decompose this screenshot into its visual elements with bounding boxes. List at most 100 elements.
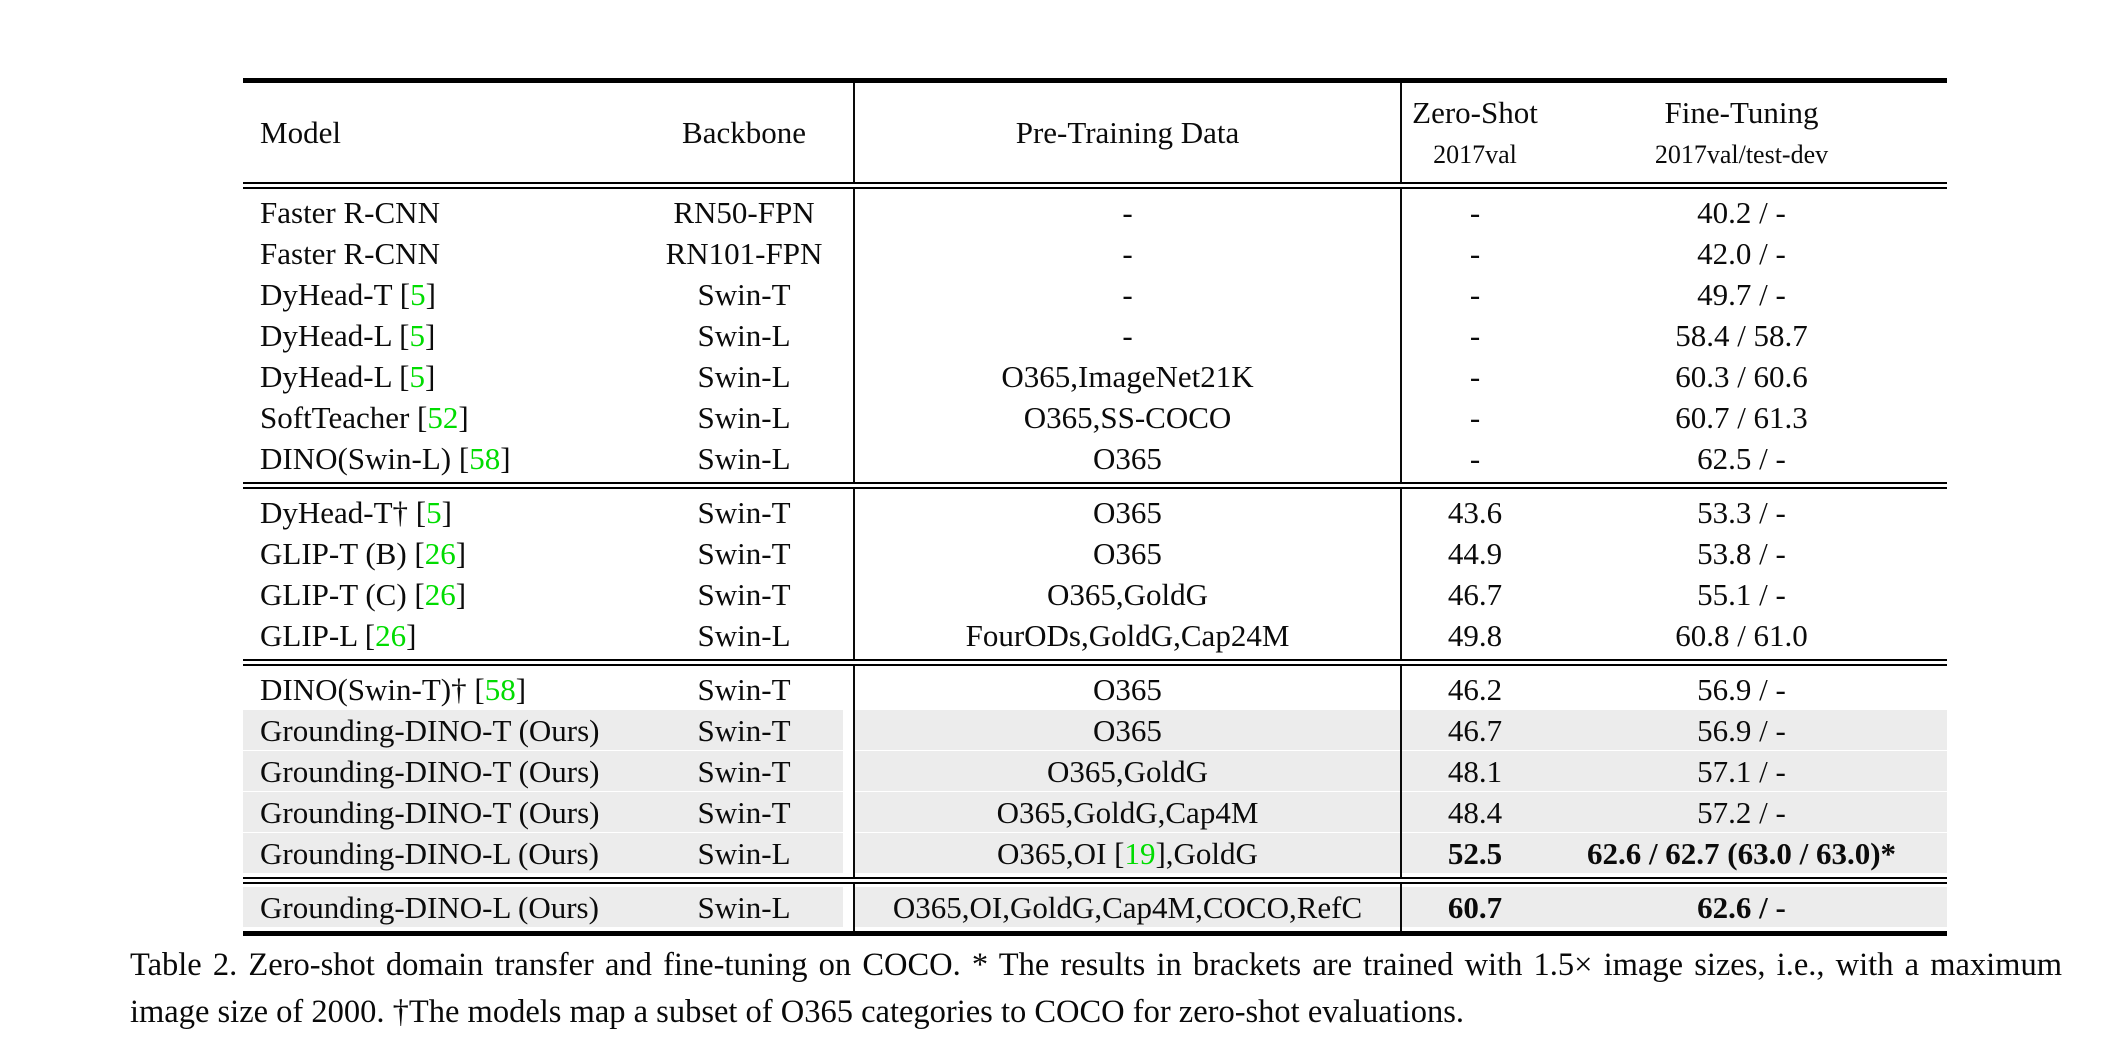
table-row: GLIP-T (C) [26] Swin-T O365,GoldG 46.7 55.1 … — [243, 574, 1947, 615]
backbone-cell: Swin-L — [633, 833, 855, 874]
finetune-cell: 56.9 / - — [1550, 710, 1947, 751]
zeroshot-cell: 52.5 — [1400, 833, 1550, 874]
citation-number: 58 — [484, 671, 516, 707]
model-cell: Grounding-DINO-T (Ours) — [243, 751, 633, 792]
column-divider-pretrain-zeroshot — [1400, 83, 1402, 182]
table-caption: Table 2. Zero-shot domain transfer and f… — [130, 947, 2062, 1030]
column-divider-pretrain-zeroshot — [1400, 666, 1402, 877]
section-separator-rule — [243, 659, 1947, 666]
zeroshot-cell: 43.6 — [1447, 494, 1503, 530]
pretrain-cell: O365 — [1093, 671, 1162, 707]
backbone-cell: RN50-FPN — [673, 194, 815, 230]
zeroshot-cell: - — [1469, 194, 1481, 230]
backbone-cell: Swin-T — [697, 576, 791, 612]
table-row: Grounding-DINO-L (Ours) Swin-L O365,OI,Gol… — [243, 887, 1947, 928]
zeroshot-cell: - — [1469, 440, 1481, 476]
backbone-cell: Swin-L — [697, 440, 791, 476]
backbone-cell: Swin-L — [697, 317, 791, 353]
column-divider-pretrain-zeroshot — [1400, 884, 1402, 931]
column-divider-backbone-pretrain — [853, 189, 855, 482]
citation-number: 58 — [469, 440, 501, 476]
table-section-3: DINO(Swin-T)† [58] Swin-T O365 46.2 56.9 / -… — [243, 666, 1947, 877]
backbone-cell: Swin-L — [633, 887, 855, 928]
model-cell: GLIP-L [26] — [260, 617, 417, 653]
header-pretrain-label: Pre-Training Data — [1015, 114, 1240, 150]
table-row: Faster R-CNN RN101-FPN - - 42.0 / - — [243, 233, 1947, 274]
column-divider-backbone-pretrain — [853, 666, 855, 877]
citation-number: 5 — [410, 276, 426, 312]
pretrain-cell: O365,GoldG — [855, 751, 1400, 792]
table-row: DINO(Swin-T)† [58] Swin-T O365 46.2 56.9 / - — [243, 669, 1947, 710]
pretrain-cell: - — [1122, 194, 1133, 230]
zeroshot-cell: 48.1 — [1400, 751, 1550, 792]
model-cell: DINO(Swin-T)† [58] — [260, 671, 527, 707]
table-row: GLIP-L [26] Swin-L FourODs,GoldG,Cap24M 49.… — [243, 615, 1947, 656]
backbone-cell: Swin-T — [633, 792, 855, 833]
pretrain-cell: O365 — [1093, 494, 1162, 530]
zeroshot-cell: - — [1469, 235, 1481, 271]
backbone-cell: Swin-T — [697, 671, 791, 707]
finetune-cell: 53.8 / - — [1697, 535, 1786, 571]
model-cell: DyHead-T [5] — [260, 276, 436, 312]
pretrain-cell: O365,SS-COCO — [1023, 399, 1232, 435]
table-row: Grounding-DINO-T (Ours) Swin-T O365,GoldG 4… — [243, 751, 1947, 792]
pretrain-cell: O365,GoldG — [1046, 576, 1209, 612]
model-cell: SoftTeacher [52] — [260, 399, 469, 435]
finetune-cell: 53.3 / - — [1697, 494, 1786, 530]
pretrain-cell: O365 — [855, 710, 1400, 751]
zeroshot-cell: 60.7 — [1400, 887, 1550, 928]
header-backbone: Backbone — [633, 86, 855, 179]
table-section-1: Faster R-CNN RN50-FPN - -40.2 / - Faster R-C… — [243, 189, 1947, 482]
column-divider-pretrain-zeroshot — [1400, 489, 1402, 659]
table-section-2: DyHead-T† [5] Swin-T O365 43.6 53.3 / - GLIP-… — [243, 489, 1947, 659]
citation-number: 26 — [424, 535, 456, 571]
table-row: DyHead-L [5] Swin-L - - 58.4 / 58.7 — [243, 315, 1947, 356]
model-cell: Grounding-DINO-T (Ours) — [243, 792, 633, 833]
zeroshot-cell: - — [1469, 276, 1481, 312]
pretrain-cell: O365,OI,GoldG,Cap4M,COCO,RefC — [855, 887, 1400, 928]
results-table: Model Backbone Pre-Training Data Zero-Sh… — [243, 78, 1947, 936]
backbone-cell: Swin-L — [697, 617, 791, 653]
table-section-4: Grounding-DINO-L (Ours) Swin-L O365,OI,Gol… — [243, 884, 1947, 931]
table-body: Faster R-CNN RN50-FPN - -40.2 / - Faster R-C… — [243, 189, 1947, 931]
model-cell: Faster R-CNN — [260, 235, 440, 271]
table-row: DINO(Swin-L) [58] Swin-L O365 - 62.5 / - — [243, 438, 1947, 479]
table-bottom-rule — [243, 931, 1947, 936]
model-cell: GLIP-T (B) [26] — [260, 535, 467, 571]
finetune-cell: 55.1 / - — [1697, 576, 1786, 612]
model-cell: DyHead-T† [5] — [260, 494, 452, 530]
column-divider-pretrain-zeroshot — [1400, 189, 1402, 482]
model-cell: Grounding-DINO-L (Ours) — [243, 887, 633, 928]
table-header: Model Backbone Pre-Training Data Zero-Sh… — [243, 83, 1947, 182]
pretrain-cell: O365,GoldG,Cap4M — [855, 792, 1400, 833]
zeroshot-cell: 48.4 — [1400, 792, 1550, 833]
citation-number: 26 — [375, 617, 407, 653]
zeroshot-cell: 46.7 — [1400, 710, 1550, 751]
zeroshot-cell: - — [1469, 399, 1481, 435]
finetune-cell: 49.7 / - — [1697, 276, 1786, 312]
model-cell: Grounding-DINO-T (Ours) — [243, 710, 633, 751]
header-backbone-label: Backbone — [682, 114, 806, 150]
zeroshot-cell: 44.9 — [1447, 535, 1503, 571]
backbone-cell: Swin-T — [633, 751, 855, 792]
zeroshot-cell: 46.2 — [1447, 671, 1503, 707]
pretrain-cell: - — [1122, 276, 1133, 312]
model-cell: DyHead-L [5] — [260, 317, 436, 353]
backbone-cell: RN101-FPN — [665, 235, 823, 271]
pretrain-cell: - — [1122, 235, 1133, 271]
column-divider-backbone-pretrain — [853, 489, 855, 659]
backbone-cell: Swin-T — [697, 535, 791, 571]
zeroshot-cell: 49.8 — [1447, 617, 1503, 653]
citation-number: 5 — [409, 317, 425, 353]
backbone-cell: Swin-T — [697, 276, 791, 312]
header-zeroshot-label: Zero-Shot — [1412, 94, 1538, 130]
pretrain-cell: FourODs,GoldG,Cap24M — [965, 617, 1290, 653]
citation-number: 19 — [1124, 835, 1156, 871]
table-row: DyHead-L [5] Swin-L O365,ImageNet21K - 60.3 … — [243, 356, 1947, 397]
citation-number: 26 — [424, 576, 456, 612]
backbone-cell: Swin-T — [633, 710, 855, 751]
pretrain-cell: O365,OI [19],GoldG — [855, 833, 1400, 874]
section-separator-rule — [243, 482, 1947, 489]
finetune-cell: 60.7 / 61.3 — [1675, 399, 1808, 435]
